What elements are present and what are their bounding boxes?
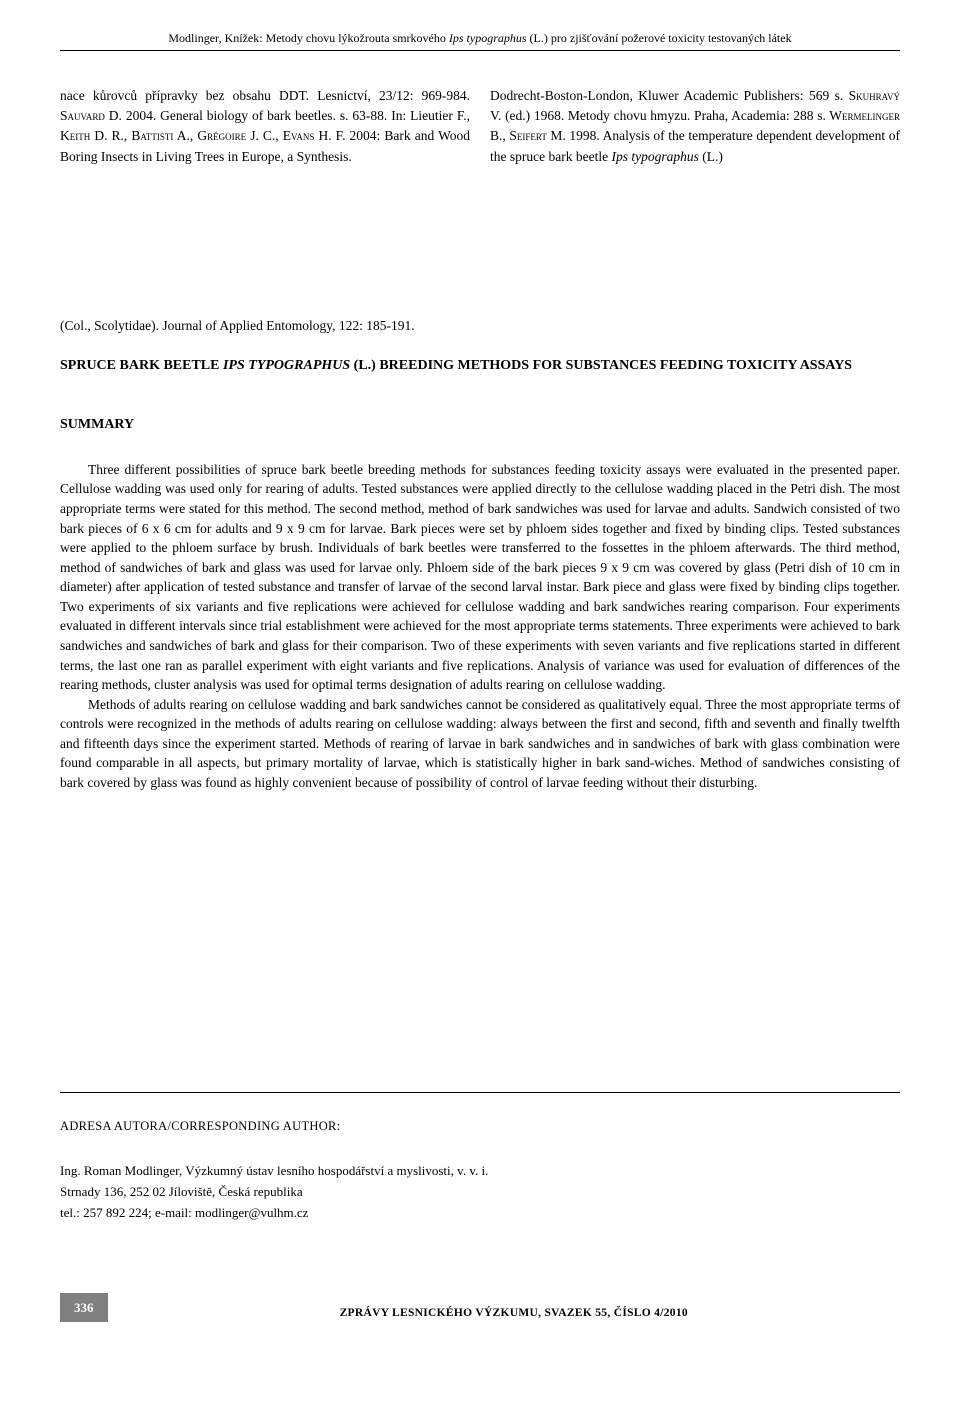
summary-body: Three different possibilities of spruce …: [60, 460, 900, 793]
author-line1: Ing. Roman Modlinger, Výzkumný ústav les…: [60, 1161, 900, 1182]
page-footer: 336 ZPRÁVY LESNICKÉHO VÝZKUMU, SVAZEK 55…: [60, 1293, 900, 1321]
header-title-part2: (L.) pro zjišťování požerové toxicity te…: [527, 31, 792, 45]
page-header-title: Modlinger, Knížek: Metody chovu lýkožrou…: [60, 30, 900, 47]
author-heading: ADRESA AUTORA/CORRESPONDING AUTHOR:: [60, 1118, 900, 1136]
author-line2: Strnady 136, 252 02 Jíloviště, Česká rep…: [60, 1182, 900, 1203]
english-title: SPRUCE BARK BEETLE IPS TYPOGRAPHUS (L.) …: [60, 356, 900, 376]
english-title-italic: IPS TYPOGRAPHUS: [223, 358, 350, 373]
references-columns: nace kůrovců přípravky bez obsahu DDT. L…: [60, 86, 900, 167]
author-info: Ing. Roman Modlinger, Výzkumný ústav les…: [60, 1161, 900, 1223]
english-title-part2: (L.) BREEDING METHODS FOR SUBSTANCES FEE…: [350, 358, 852, 373]
journal-info: ZPRÁVY LESNICKÉHO VÝZKUMU, SVAZEK 55, ČÍ…: [128, 1305, 901, 1321]
author-line3: tel.: 257 892 224; e-mail: modlinger@vul…: [60, 1203, 900, 1224]
page-number: 336: [60, 1293, 108, 1321]
summary-para1: Three different possibilities of spruce …: [60, 460, 900, 695]
author-divider: [60, 1092, 900, 1093]
header-divider: [60, 50, 900, 51]
header-title-italic: Ips typographus: [449, 31, 527, 45]
references-right-column: Dodrecht-Boston-London, Kluwer Academic …: [490, 86, 900, 167]
summary-para2: Methods of adults rearing on cellulose w…: [60, 695, 900, 793]
reference-continuation: (Col., Scolytidae). Journal of Applied E…: [60, 317, 900, 336]
header-authors: Modlinger, Knížek:: [168, 31, 265, 45]
summary-heading: SUMMARY: [60, 415, 900, 435]
header-title-part1: Metody chovu lýkožrouta smrkového: [266, 31, 449, 45]
references-left-column: nace kůrovců přípravky bez obsahu DDT. L…: [60, 86, 470, 167]
english-title-part1: SPRUCE BARK BEETLE: [60, 358, 223, 373]
